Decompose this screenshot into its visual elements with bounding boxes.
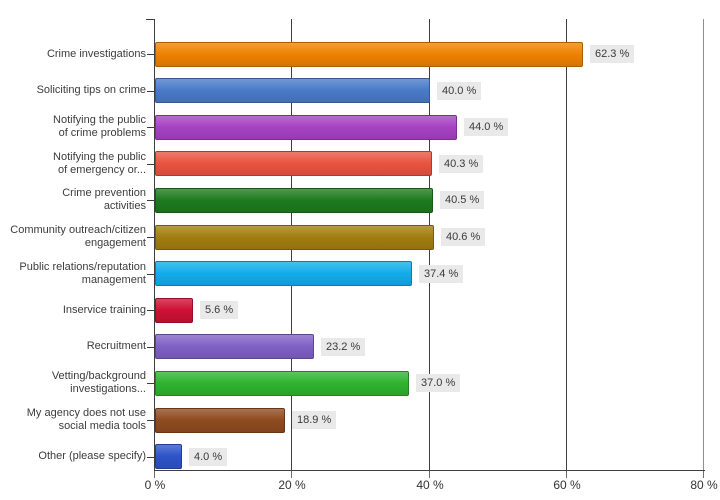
category-label-1: Soliciting tips on crime bbox=[36, 84, 146, 97]
category-tick-9 bbox=[147, 383, 154, 384]
category-label-0: Crime investigations bbox=[46, 47, 146, 60]
value-label-11: 4.0 % bbox=[189, 447, 228, 466]
gridline-60 bbox=[566, 19, 567, 470]
category-tick-2 bbox=[147, 127, 154, 128]
category-label-11: Other (please specify) bbox=[38, 450, 146, 463]
category-label-2: Notifying the public of crime problems bbox=[53, 114, 146, 140]
x-tick-label-80: 80 % bbox=[690, 478, 718, 492]
value-label-2: 44.0 % bbox=[464, 118, 509, 137]
x-tick-label-60: 60 % bbox=[553, 478, 581, 492]
bar-4[interactable] bbox=[155, 187, 433, 213]
bar-9[interactable] bbox=[155, 370, 409, 396]
value-label-4: 40.5 % bbox=[440, 191, 485, 210]
category-tick-1 bbox=[147, 91, 154, 92]
category-label-9: Vetting/background investigations... bbox=[51, 370, 146, 396]
x-axis-line bbox=[154, 470, 705, 471]
category-tick-8 bbox=[147, 347, 154, 348]
category-label-5: Community outreach/citizen engagement bbox=[10, 224, 146, 249]
category-label-7: Inservice training bbox=[62, 303, 146, 316]
x-tick-label-20: 20 % bbox=[278, 478, 306, 492]
x-tick-20 bbox=[291, 471, 292, 478]
category-tick-6 bbox=[147, 274, 154, 275]
bar-1[interactable] bbox=[155, 78, 430, 104]
x-tick-label-0: 0 % bbox=[144, 478, 166, 492]
category-tick-0 bbox=[147, 54, 154, 55]
x-tick-80 bbox=[703, 471, 704, 478]
value-label-7: 5.6 % bbox=[200, 301, 239, 320]
x-tick-0 bbox=[154, 471, 155, 478]
value-label-3: 40.3 % bbox=[439, 154, 484, 173]
y-axis-top-tick bbox=[146, 19, 154, 20]
x-tick-40 bbox=[429, 471, 430, 478]
bar-8[interactable] bbox=[155, 334, 314, 360]
category-label-3: Notifying the public of emergency or... bbox=[53, 150, 146, 176]
category-tick-4 bbox=[147, 200, 154, 201]
category-label-10: My agency does not use social media tool… bbox=[26, 407, 146, 432]
value-label-0: 62.3 % bbox=[590, 45, 635, 63]
x-tick-60 bbox=[566, 471, 567, 478]
bar-3[interactable] bbox=[155, 151, 432, 177]
value-label-6: 37.4 % bbox=[419, 264, 464, 283]
category-tick-11 bbox=[147, 457, 154, 458]
category-tick-10 bbox=[147, 420, 154, 421]
category-tick-7 bbox=[147, 310, 154, 311]
gridline-80 bbox=[703, 19, 704, 470]
bar-7[interactable] bbox=[155, 297, 193, 323]
bar-6[interactable] bbox=[155, 261, 412, 287]
category-label-4: Crime prevention activities bbox=[62, 187, 146, 213]
value-label-1: 40.0 % bbox=[437, 81, 482, 100]
bar-0[interactable] bbox=[155, 41, 583, 67]
category-label-8: Recruitment bbox=[86, 340, 146, 353]
bar-11[interactable] bbox=[155, 444, 182, 470]
bar-5[interactable] bbox=[155, 224, 434, 250]
category-tick-5 bbox=[147, 237, 154, 238]
category-label-6: Public relations/reputation management bbox=[19, 260, 146, 286]
category-tick-3 bbox=[147, 164, 154, 165]
x-tick-label-40: 40 % bbox=[416, 478, 444, 492]
bar-2[interactable] bbox=[155, 114, 457, 140]
y-axis-line bbox=[154, 19, 155, 471]
value-label-9: 37.0 % bbox=[416, 374, 461, 393]
value-label-10: 18.9 % bbox=[292, 411, 337, 429]
bar-10[interactable] bbox=[155, 407, 285, 433]
plot-area: 62.3 % 40.0 % 44.0 % 40.3 % 40.5 % 40.6 % 37.4… bbox=[155, 19, 704, 470]
value-label-8: 23.2 % bbox=[321, 337, 366, 356]
value-label-5: 40.6 % bbox=[441, 228, 486, 246]
